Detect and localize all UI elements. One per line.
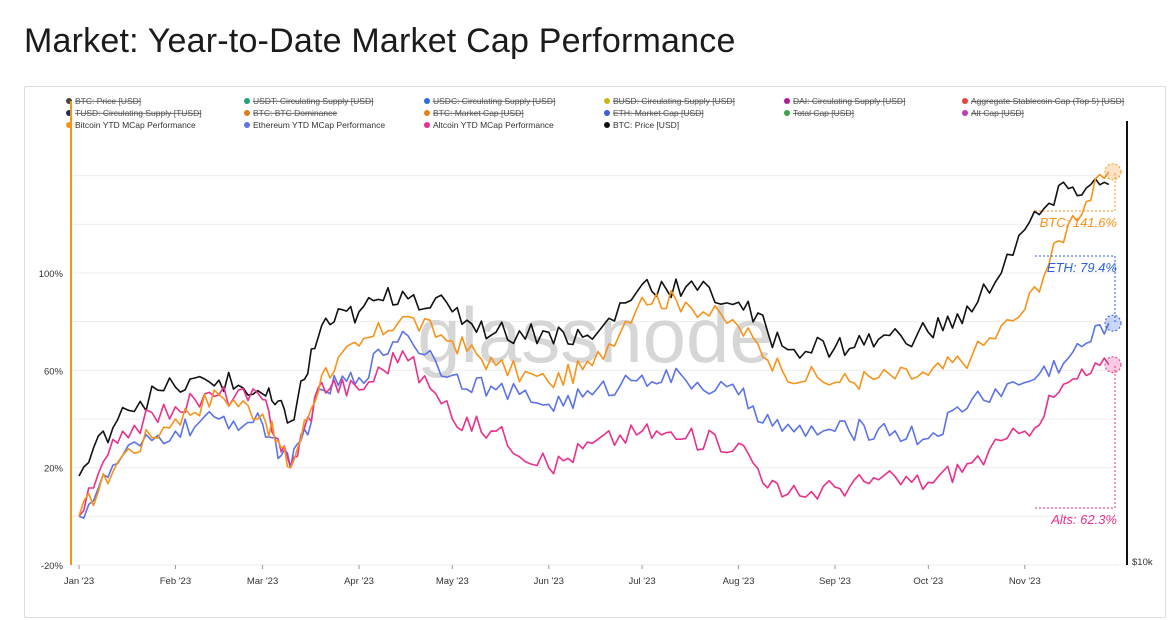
legend-swatch — [962, 110, 968, 116]
legend-swatch — [244, 98, 250, 104]
y-tick-label: 20% — [44, 464, 64, 475]
legend-item[interactable]: Ethereum YTD MCap Performance — [244, 120, 385, 130]
legend-swatch — [424, 110, 430, 116]
chart-legend: BTC: Price [USD] USDT: Circulating Supply… — [66, 96, 1124, 130]
legend-swatch — [962, 98, 968, 104]
legend-item[interactable]: TUSD: Circulating Supply [TUSD] — [66, 108, 202, 118]
x-tick-label: Sep '23 — [819, 576, 851, 587]
page-title: Market: Year-to-Date Market Cap Performa… — [24, 22, 736, 60]
legend-item[interactable]: Aggregate Stablecoin Cap (Top 5) [USD] — [962, 96, 1124, 106]
legend-item[interactable]: USDC: Circulating Supply [USD] — [424, 96, 555, 106]
x-tick-label: Jan '23 — [64, 576, 94, 587]
legend-label: Total Cap [USD] — [793, 108, 854, 118]
legend-label: Altcoin YTD MCap Performance — [433, 120, 554, 130]
legend-label: USDT: Circulating Supply [USD] — [253, 96, 373, 106]
x-tick-label: May '23 — [436, 576, 469, 587]
legend-label: Bitcoin YTD MCap Performance — [75, 120, 196, 130]
chart-panel: BTC: Price [USD] USDT: Circulating Supply… — [24, 86, 1166, 618]
legend-label: Aggregate Stablecoin Cap (Top 5) [USD] — [971, 96, 1124, 106]
legend-item[interactable]: BUSD: Circulating Supply [USD] — [604, 96, 735, 106]
x-tick-label: Jun '23 — [534, 576, 564, 587]
end-label-eth: ETH: 79.4% — [1047, 260, 1117, 275]
legend-item[interactable]: Alt Cap [USD] — [962, 108, 1024, 118]
x-tick-label: Feb '23 — [160, 576, 191, 587]
x-tick-label: Nov '23 — [1009, 576, 1041, 587]
legend-label: Ethereum YTD MCap Performance — [253, 120, 385, 130]
legend-swatch — [424, 98, 430, 104]
legend-item[interactable]: ETH: Market Cap [USD] — [604, 108, 704, 118]
series-line — [78, 322, 1110, 519]
series-lines — [78, 171, 1110, 519]
legend-item[interactable]: BTC: Market Cap [USD] — [424, 108, 524, 118]
x-tick-label: Mar '23 — [247, 576, 278, 587]
legend-label: BTC: Market Cap [USD] — [433, 108, 524, 118]
legend-label: BTC: BTC Dominance — [253, 108, 337, 118]
end-label-alts: Alts: 62.3% — [1050, 512, 1117, 527]
legend-swatch — [604, 122, 610, 128]
end-marker — [1104, 356, 1122, 374]
legend-swatch — [244, 122, 250, 128]
series-line — [78, 177, 1110, 477]
legend-label: BTC: Price [USD] — [75, 96, 141, 106]
legend-item[interactable]: USDT: Circulating Supply [USD] — [244, 96, 373, 106]
legend-label: TUSD: Circulating Supply [TUSD] — [75, 108, 202, 118]
legend-swatch — [604, 98, 610, 104]
x-tick-label: Jul '23 — [629, 576, 656, 587]
x-tick-label: Oct '23 — [913, 576, 943, 587]
legend-swatch — [784, 98, 790, 104]
legend-item[interactable]: Altcoin YTD MCap Performance — [424, 120, 554, 130]
legend-swatch — [244, 110, 250, 116]
x-axis: Jan '23 Feb '23 Mar '23 Apr '23 May '23 Jun '… — [64, 565, 1041, 587]
y-tick-label: -20% — [41, 561, 64, 572]
legend-label: BTC: Price [USD] — [613, 120, 679, 130]
end-marker — [1104, 163, 1122, 181]
legend-label: DAI: Circulating Supply [USD] — [793, 96, 905, 106]
y-axis: 100% 60% 20% -20% — [39, 269, 64, 572]
ytd-performance-chart: BTC: Price [USD] USDT: Circulating Supply… — [39, 96, 1153, 587]
legend-item[interactable]: Bitcoin YTD MCap Performance — [66, 120, 196, 130]
legend-item[interactable]: BTC: BTC Dominance — [244, 108, 337, 118]
y-tick-label: 60% — [44, 366, 64, 377]
x-tick-label: Aug '23 — [723, 576, 755, 587]
end-marker — [1104, 314, 1122, 332]
legend-label: BUSD: Circulating Supply [USD] — [613, 96, 735, 106]
legend-label: ETH: Market Cap [USD] — [613, 108, 704, 118]
legend-item[interactable]: DAI: Circulating Supply [USD] — [784, 96, 905, 106]
chart-grid — [71, 175, 1119, 566]
series-line — [78, 350, 1110, 517]
right-axis-tick: $10k — [1132, 557, 1153, 568]
legend-swatch — [784, 110, 790, 116]
y-tick-label: 100% — [39, 269, 64, 280]
legend-label: USDC: Circulating Supply [USD] — [433, 96, 555, 106]
legend-label: Alt Cap [USD] — [971, 108, 1024, 118]
x-tick-label: Apr '23 — [344, 576, 374, 587]
series-line — [78, 171, 1110, 517]
legend-swatch — [604, 110, 610, 116]
legend-item[interactable]: BTC: Price [USD] — [66, 96, 141, 106]
end-markers: BTC: 141.6% ETH: 79.4% Alts: 62.3% — [1035, 163, 1122, 527]
legend-item[interactable]: BTC: Price [USD] — [604, 120, 679, 130]
end-label-btc: BTC: 141.6% — [1040, 215, 1117, 230]
legend-item[interactable]: Total Cap [USD] — [784, 108, 854, 118]
legend-swatch — [424, 122, 430, 128]
